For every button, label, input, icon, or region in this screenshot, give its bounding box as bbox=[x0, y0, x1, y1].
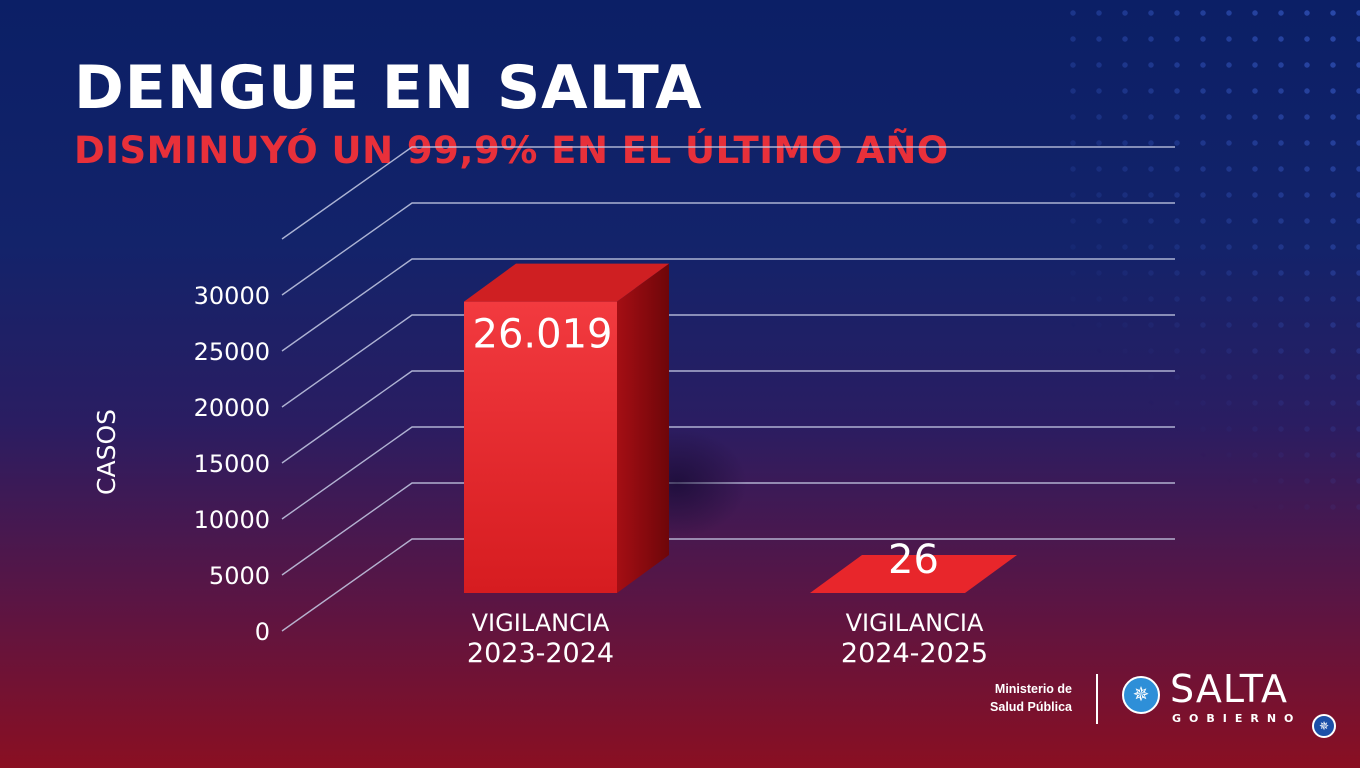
bar-front bbox=[464, 301, 617, 593]
y-tick-label: 5000 bbox=[209, 562, 270, 590]
category-label-line1: VIGILANCIA bbox=[472, 609, 610, 637]
category-label-line2: 2024-2025 bbox=[841, 638, 988, 669]
salta-logo-word: SALTA bbox=[1170, 667, 1289, 711]
gridline bbox=[281, 426, 1175, 520]
gridlines bbox=[281, 146, 1175, 632]
category-label-line1: VIGILANCIA bbox=[846, 609, 984, 637]
bar-side bbox=[617, 263, 669, 593]
bar-value-label: 26 bbox=[888, 537, 939, 583]
gridline bbox=[281, 370, 1175, 464]
gridline bbox=[281, 146, 1175, 240]
y-tick-label: 10000 bbox=[194, 506, 270, 534]
page-subtitle: DISMINUYÓ UN 99,9% EN EL ÚLTIMO AÑO bbox=[74, 129, 949, 172]
page-title: DENGUE EN SALTA bbox=[74, 53, 703, 123]
y-tick-label: 20000 bbox=[194, 394, 270, 422]
bars: 26.019 26 bbox=[464, 263, 1017, 593]
bar: 26.019 bbox=[464, 263, 747, 593]
footer-divider bbox=[1096, 674, 1098, 724]
gridline bbox=[281, 258, 1175, 352]
ministry-line-2: Salud Pública bbox=[990, 700, 1072, 715]
y-tick-label: 30000 bbox=[194, 282, 270, 310]
gridline bbox=[281, 202, 1175, 296]
y-axis-label: CASOS bbox=[92, 409, 121, 495]
gridline bbox=[281, 538, 1175, 632]
gridline bbox=[281, 314, 1175, 408]
salta-logo-subtitle: GOBIERNO bbox=[1172, 712, 1302, 725]
category-label-line2: 2023-2024 bbox=[467, 638, 614, 669]
bar: 26 bbox=[810, 537, 1017, 593]
y-axis-ticks: 0 5000 10000 15000 20000 25000 30000 bbox=[194, 282, 270, 646]
y-tick-label: 15000 bbox=[194, 450, 270, 478]
bar-top bbox=[810, 555, 1017, 593]
gridline bbox=[281, 482, 1175, 576]
dot-pattern-decoration bbox=[1060, 0, 1360, 520]
y-tick-label: 25000 bbox=[194, 338, 270, 366]
bar-value-label: 26.019 bbox=[473, 312, 613, 358]
bar-top bbox=[464, 263, 669, 302]
sun-star-icon: ✵ bbox=[1122, 676, 1160, 714]
ministry-label: Ministerio de Salud Pública bbox=[960, 680, 1072, 716]
ministry-line-1: Ministerio de bbox=[994, 682, 1072, 696]
y-tick-label: 0 bbox=[255, 618, 270, 646]
corner-seal-icon: ✵ bbox=[1312, 714, 1336, 738]
